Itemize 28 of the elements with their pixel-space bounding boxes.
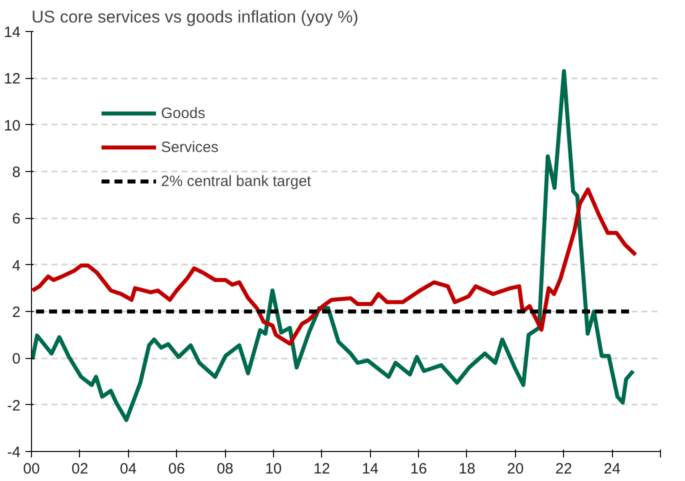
y-tick-label: 8	[12, 164, 20, 181]
y-tick-label: 12	[4, 70, 21, 88]
y-tick-label: 4	[12, 257, 20, 274]
x-tick-label: 10	[265, 460, 282, 478]
y-tick-label: 14	[4, 24, 21, 41]
x-tick-label: 06	[168, 460, 185, 478]
x-tick-label: 04	[120, 460, 137, 478]
y-tick-label: -2	[7, 397, 21, 414]
x-tick-label: 20	[507, 460, 524, 478]
x-tick-label: 12	[313, 460, 330, 478]
x-tick-label: 02	[72, 460, 88, 478]
x-tick-label: 16	[410, 460, 427, 478]
line-series	[32, 69, 636, 422]
y-tick-label: 0	[12, 350, 20, 368]
x-tick-label: 00	[23, 460, 40, 478]
x-tick-label: 24	[604, 460, 620, 478]
legend-label: 2% central bank target	[161, 172, 312, 190]
x-tick-label: 14	[362, 460, 379, 478]
x-tick-label: 18	[458, 460, 476, 478]
y-tick-label: 2	[12, 304, 20, 321]
y-tick-label: -4	[7, 444, 21, 461]
legend-label: Goods	[161, 104, 206, 122]
x-tick-label: 22	[555, 460, 572, 478]
legend-label: Services	[161, 138, 219, 156]
chart-title: US core services vs goods inflation (yoy %)	[32, 8, 358, 26]
x-tick-label: 08	[216, 460, 234, 478]
y-tick-label: 6	[12, 210, 20, 228]
y-tick-label: 10	[4, 117, 21, 134]
